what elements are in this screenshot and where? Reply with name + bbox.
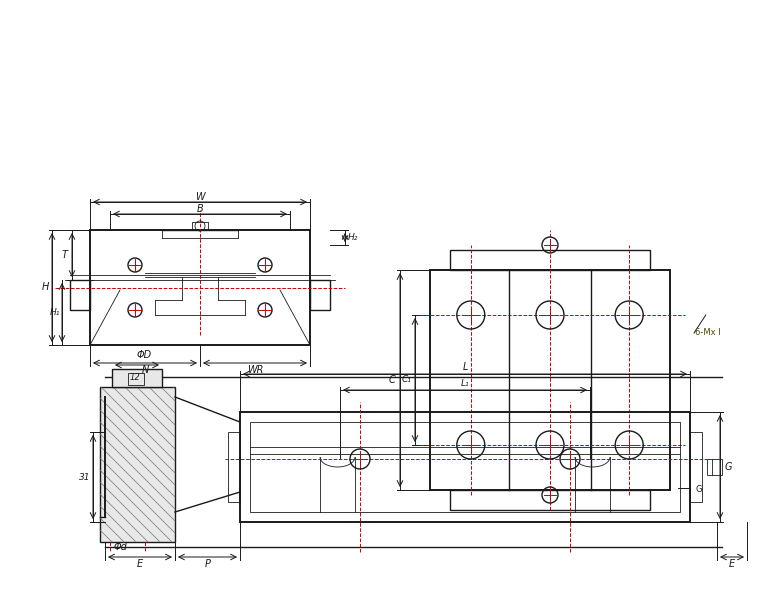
Text: H₂: H₂ — [348, 232, 358, 241]
Bar — [90, 230, 310, 345]
Text: P: P — [205, 559, 210, 569]
Text: 12: 12 — [129, 372, 140, 382]
Text: N: N — [142, 365, 149, 375]
Bar — [240, 412, 690, 522]
Bar — [450, 490, 650, 510]
Bar — [250, 422, 680, 512]
Text: C: C — [389, 375, 395, 385]
Text: WR: WR — [247, 365, 263, 375]
Bar — [70, 280, 90, 310]
Bar — [690, 432, 702, 502]
Text: 6-Mx l: 6-Mx l — [695, 328, 721, 337]
Text: W: W — [195, 192, 205, 202]
Text: H₁: H₁ — [50, 308, 60, 317]
Text: E: E — [729, 559, 735, 569]
Text: E: E — [137, 559, 143, 569]
Text: L₁: L₁ — [460, 379, 469, 388]
Bar — [310, 280, 330, 310]
Bar — [192, 222, 208, 230]
Text: G: G — [725, 462, 731, 472]
Text: H: H — [42, 283, 49, 293]
Bar — [100, 387, 175, 542]
Text: 31: 31 — [79, 473, 91, 481]
Bar — [430, 270, 670, 490]
Text: B: B — [196, 204, 203, 214]
Bar — [707, 459, 722, 475]
Text: ΦD: ΦD — [137, 350, 152, 360]
Bar — [228, 432, 240, 502]
Bar — [128, 373, 144, 385]
Text: L: L — [462, 362, 467, 372]
Bar — [450, 250, 650, 270]
Text: G: G — [695, 485, 701, 494]
Text: C₁: C₁ — [402, 375, 412, 385]
Text: T: T — [62, 250, 68, 260]
Bar — [112, 369, 162, 387]
Text: Φd: Φd — [113, 542, 127, 552]
